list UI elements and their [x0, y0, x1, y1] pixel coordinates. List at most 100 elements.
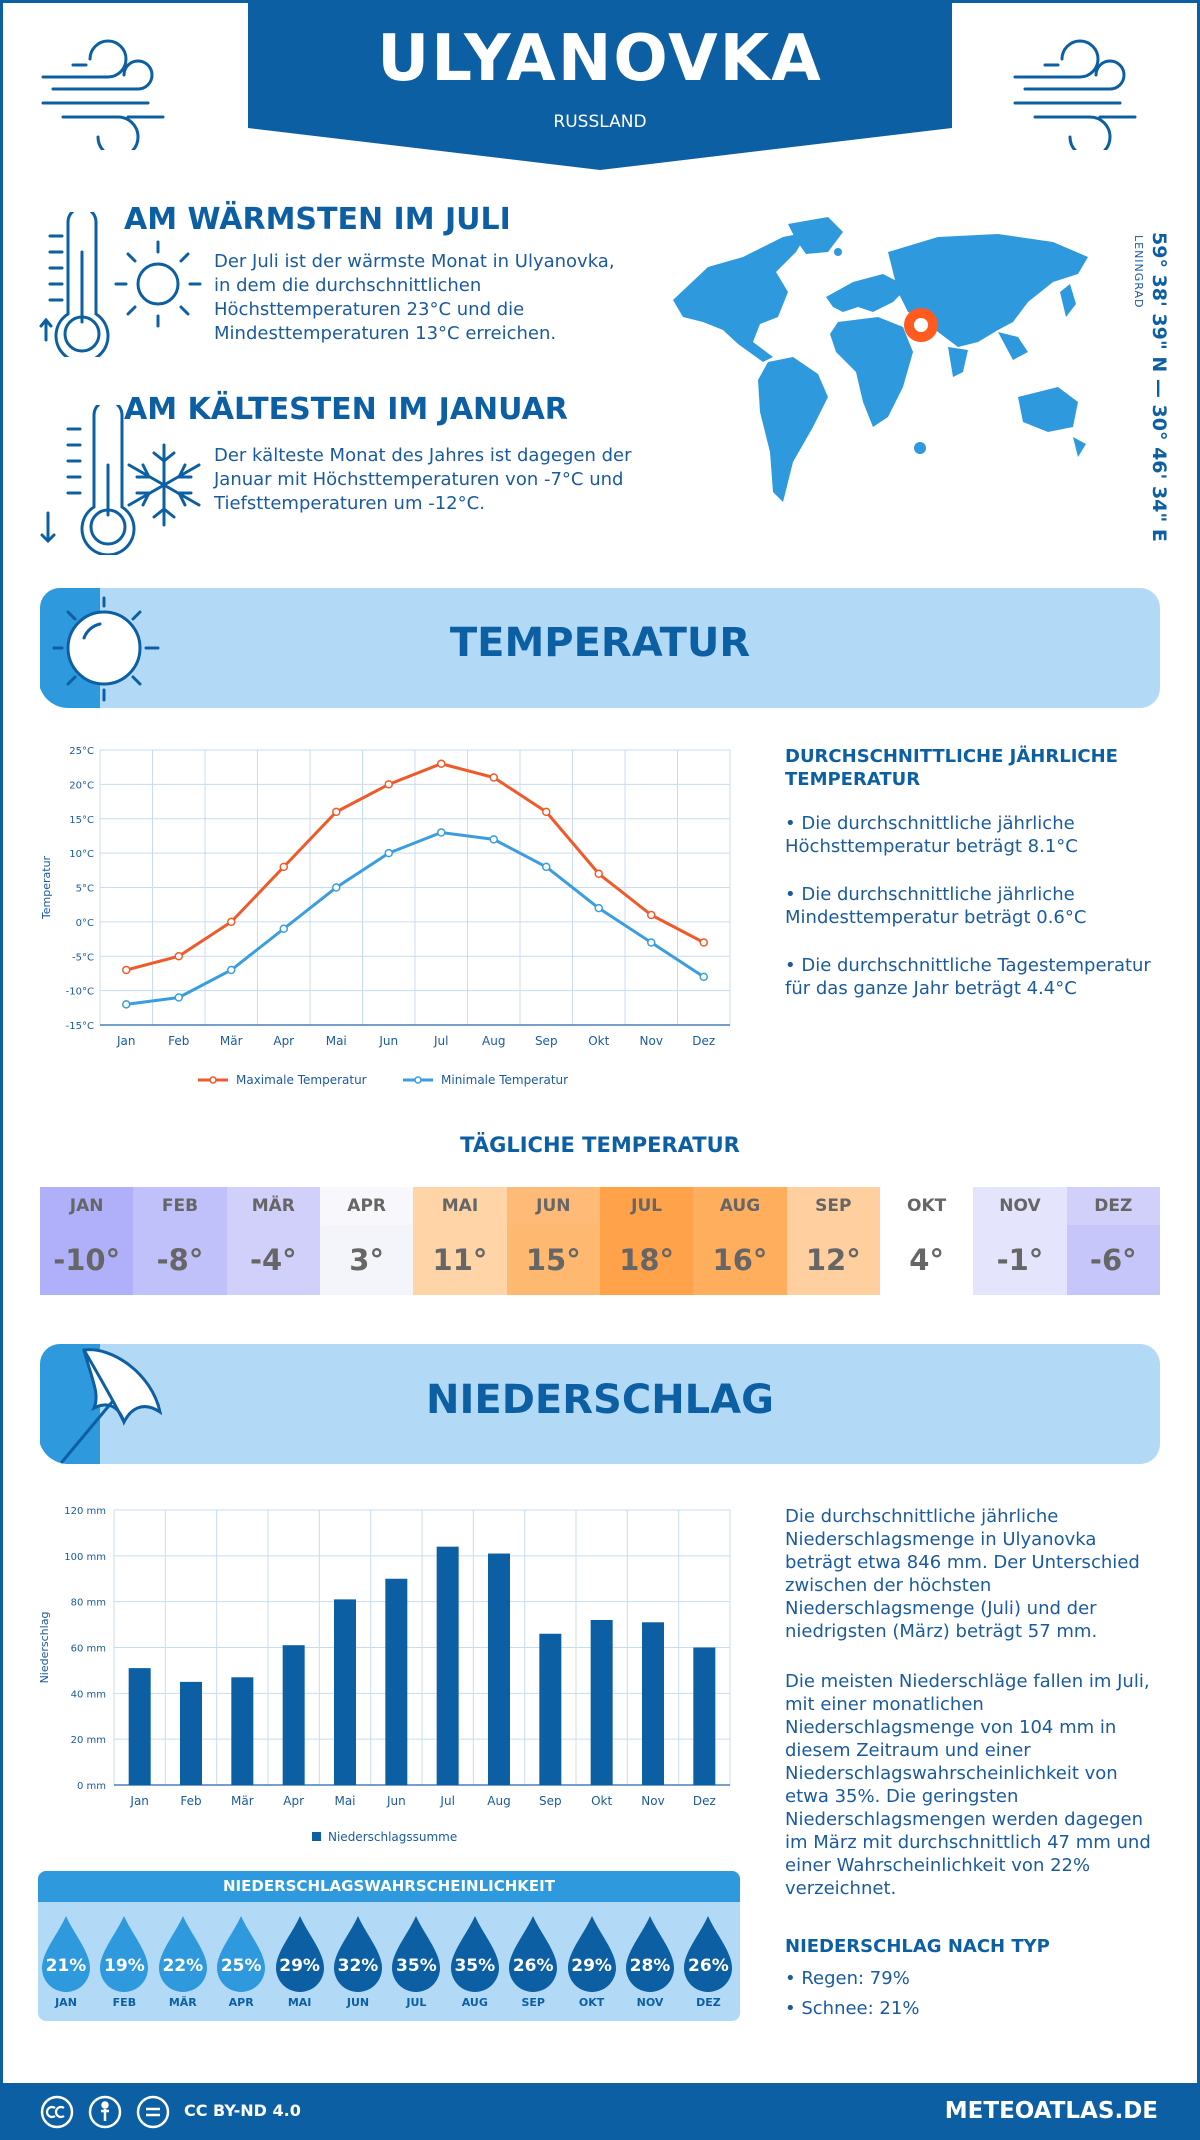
month-label: AUG	[693, 1187, 787, 1225]
temperature-banner	[40, 588, 1160, 708]
probability-value: 29%	[279, 1956, 320, 1976]
probability-drop: 26% DEZ	[682, 1914, 740, 2014]
y-tick-label: 0°C	[76, 918, 94, 929]
y-tick-label: 15°C	[69, 815, 94, 826]
x-tick-label: Okt	[588, 1034, 609, 1048]
site-link[interactable]: METEOATLAS.DE	[944, 2098, 1158, 2124]
x-tick-label: Jul	[433, 1034, 448, 1048]
wind-icon	[1013, 39, 1137, 150]
annual-min-bullet: • Die durchschnittliche jährliche Mindes…	[785, 884, 1087, 928]
daily-temp-cell: NOV -1°	[973, 1187, 1067, 1295]
daily-temp-value: 18°	[599, 1225, 694, 1295]
daily-temp-value: -8°	[133, 1225, 227, 1295]
month-label: JUN	[506, 1187, 600, 1225]
data-point	[699, 938, 708, 947]
precip-probability-title: NIEDERSCHLAGSWAHRSCHEINLICHKEIT	[38, 1871, 740, 1902]
raindrop-icon	[275, 1916, 324, 1992]
month-label: SEP	[786, 1187, 880, 1225]
daily-temp-value: -6°	[1066, 1225, 1160, 1295]
probability-drop: 32% JUN	[332, 1914, 390, 2014]
data-point	[122, 965, 131, 975]
warmest-text: Der Juli ist der wärmste Monat in Ulyano…	[214, 251, 615, 344]
y-tick-label: 0 mm	[77, 1781, 106, 1792]
data-point	[174, 952, 183, 961]
raindrop-icon	[626, 1916, 674, 1992]
month-label: JUL	[406, 1996, 427, 2009]
y-tick-label: 60 mm	[71, 1644, 106, 1655]
precip-bar	[436, 1546, 459, 1785]
data-point	[647, 910, 656, 920]
probability-drop: 19% FEB	[98, 1914, 156, 2014]
precip-bar	[128, 1668, 151, 1785]
x-tick-label: Jan	[116, 1034, 136, 1048]
x-tick-label: Mai	[326, 1034, 347, 1048]
precip-type-title: NIEDERSCHLAG NACH TYP	[785, 1936, 1050, 1957]
temperature-chart: 25°C 20°C 15°C 10°C 5°C 0°C -5°C -10°C -15°C Jan F…	[40, 746, 731, 1087]
precip-bar	[642, 1622, 664, 1785]
annual-temp-title: DURCHSCHNITTLICHE JÄHRLICHE TEMPERATUR	[785, 746, 1118, 790]
daily-temp-table: JAN -10° FEB -8° MÄR -4° APR 3° MAI 11° JUN 15° JUL 1…	[40, 1187, 1160, 1295]
probability-value: 26%	[688, 1956, 729, 1976]
data-point	[384, 780, 393, 789]
precip-banner	[40, 1344, 1160, 1464]
y-tick-label: -5°C	[72, 952, 94, 963]
daily-temp-cell: SEP 12°	[786, 1187, 880, 1295]
precip-bar	[231, 1677, 254, 1785]
precip-bar	[334, 1599, 356, 1785]
no-derivatives-icon	[136, 2095, 170, 2129]
x-tick-label: Sep	[539, 1794, 562, 1808]
x-tick-label: Apr	[283, 1794, 304, 1808]
data-point	[384, 848, 393, 858]
daily-temp-title: TÄGLICHE TEMPERATUR	[460, 1133, 740, 1157]
daily-temp-value: 11°	[413, 1225, 507, 1295]
data-point	[279, 924, 288, 933]
y-axis-label: Temperatur	[40, 855, 53, 920]
x-tick-label: Jun	[378, 1034, 398, 1048]
raindrop-icon	[334, 1916, 382, 1992]
snow-share: • Schnee: 21%	[785, 1998, 920, 2019]
header-banner	[248, 0, 952, 170]
daily-temp-cell: OKT 4°	[879, 1187, 974, 1295]
cc-icon	[40, 2095, 74, 2129]
probability-value: 35%	[396, 1956, 437, 1976]
month-label: MAI	[413, 1187, 507, 1225]
x-tick-label: Nov	[641, 1794, 664, 1808]
data-point	[437, 759, 446, 768]
probability-value: 26%	[512, 1956, 554, 1976]
y-tick-label: -15°C	[66, 1021, 94, 1032]
probability-drop: 21% JAN	[40, 1914, 98, 2014]
y-tick-label: 80 mm	[71, 1598, 106, 1609]
month-label: FEB	[133, 1187, 227, 1225]
raindrop-icon	[158, 1916, 207, 1992]
daily-temp-value: -10°	[40, 1225, 134, 1295]
y-tick-label: 10°C	[69, 849, 94, 860]
wind-icon	[41, 39, 165, 150]
license-label: CC BY-ND 4.0	[184, 2101, 301, 2120]
coldest-text: Der kälteste Monat des Jahres ist dagege…	[214, 445, 632, 514]
month-label: DEZ	[696, 1996, 721, 2009]
raindrop-icon	[509, 1916, 558, 1992]
data-point	[227, 917, 236, 927]
daily-temp-cell: JAN -10°	[40, 1187, 134, 1295]
data-point	[594, 903, 603, 913]
month-label: NOV	[973, 1187, 1067, 1225]
precip-bar	[693, 1647, 716, 1785]
raindrop-icon	[450, 1916, 499, 1992]
annual-day-bullet: • Die durchschnittliche Tagestemperatur …	[785, 955, 1151, 999]
legend-label: Minimale Temperatur	[441, 1073, 568, 1087]
coordinates: 59° 38' 39" N — 30° 46' 34" E	[1148, 232, 1170, 542]
daily-temp-cell: MÄR -4°	[226, 1187, 320, 1295]
probability-value: 19%	[104, 1956, 145, 1976]
daily-temp-value: 15°	[506, 1225, 600, 1295]
probability-drop: 22% MÄR	[157, 1914, 215, 2014]
annual-max-bullet: • Die durchschnittliche jährliche Höchst…	[785, 813, 1078, 857]
daily-temp-value: -1°	[973, 1225, 1067, 1295]
daily-temp-value: 3°	[319, 1225, 414, 1295]
data-point	[279, 862, 288, 872]
y-tick-label: -10°C	[66, 987, 94, 998]
x-tick-label: Feb	[180, 1794, 201, 1808]
legend-swatch	[312, 1832, 321, 1841]
daily-temp-cell: APR 3°	[319, 1187, 414, 1295]
raindrop-icon	[684, 1916, 733, 1992]
data-point	[647, 938, 656, 947]
